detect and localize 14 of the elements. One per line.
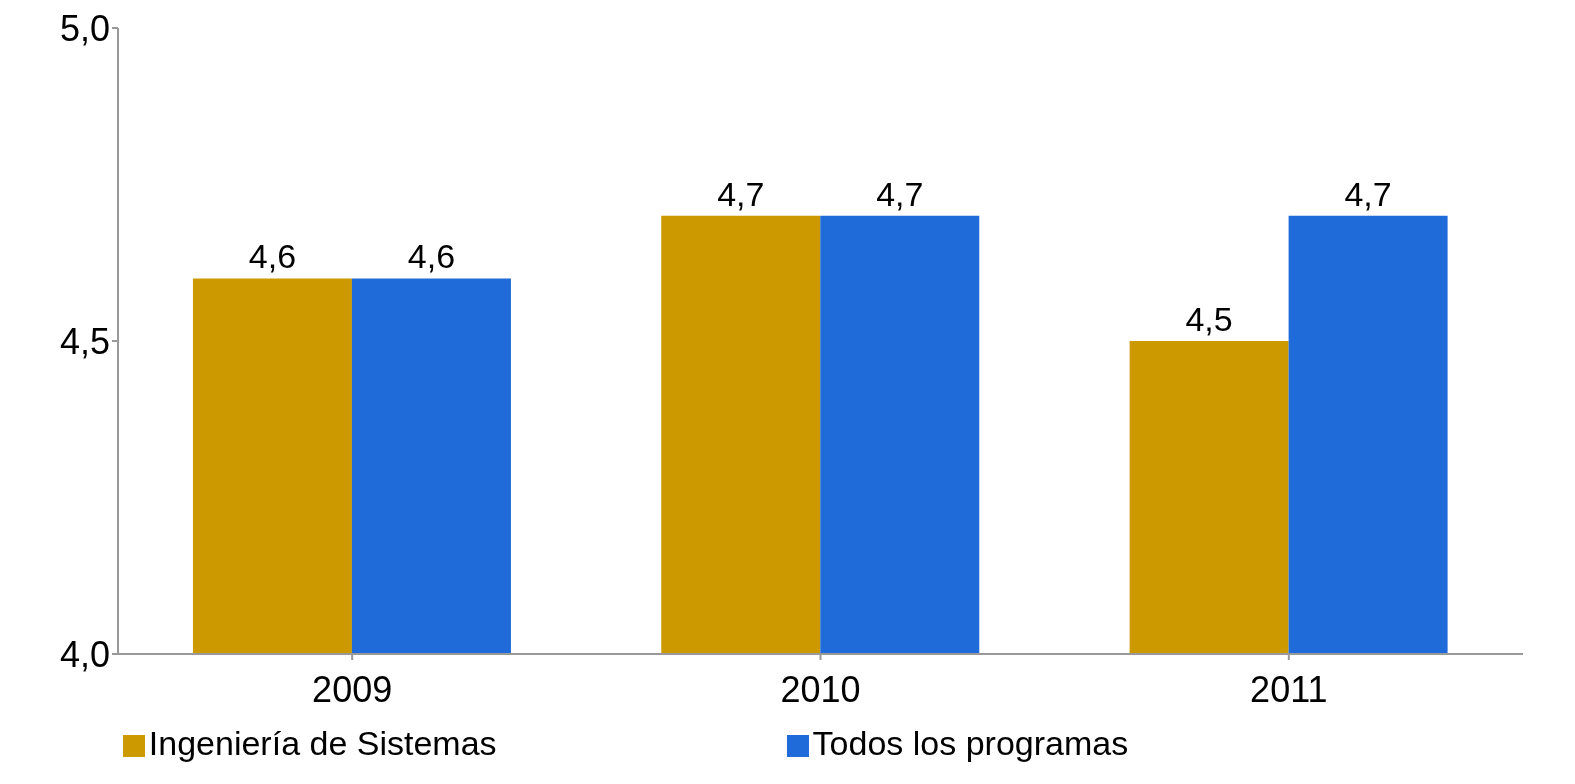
data-label: 4,7 [717, 174, 765, 213]
data-label: 4,6 [407, 237, 456, 276]
data-label: 4,6 [248, 237, 297, 276]
x-tick-label: 2009 [312, 668, 393, 710]
data-label: 4,5 [1185, 300, 1233, 338]
x-tick-label: 2011 [1250, 668, 1328, 710]
y-tick-label: 5,0 [59, 7, 110, 49]
data-label: 4,7 [1344, 174, 1392, 213]
data-label: 4,7 [876, 174, 924, 213]
legend-label: Todos los programas [812, 724, 1129, 762]
legend-label: Ingeniería de Sistemas [148, 724, 497, 762]
y-tick-label: 4,5 [59, 320, 110, 362]
y-tick-label: 4,0 [59, 633, 110, 675]
x-tick-label: 2010 [780, 668, 861, 710]
